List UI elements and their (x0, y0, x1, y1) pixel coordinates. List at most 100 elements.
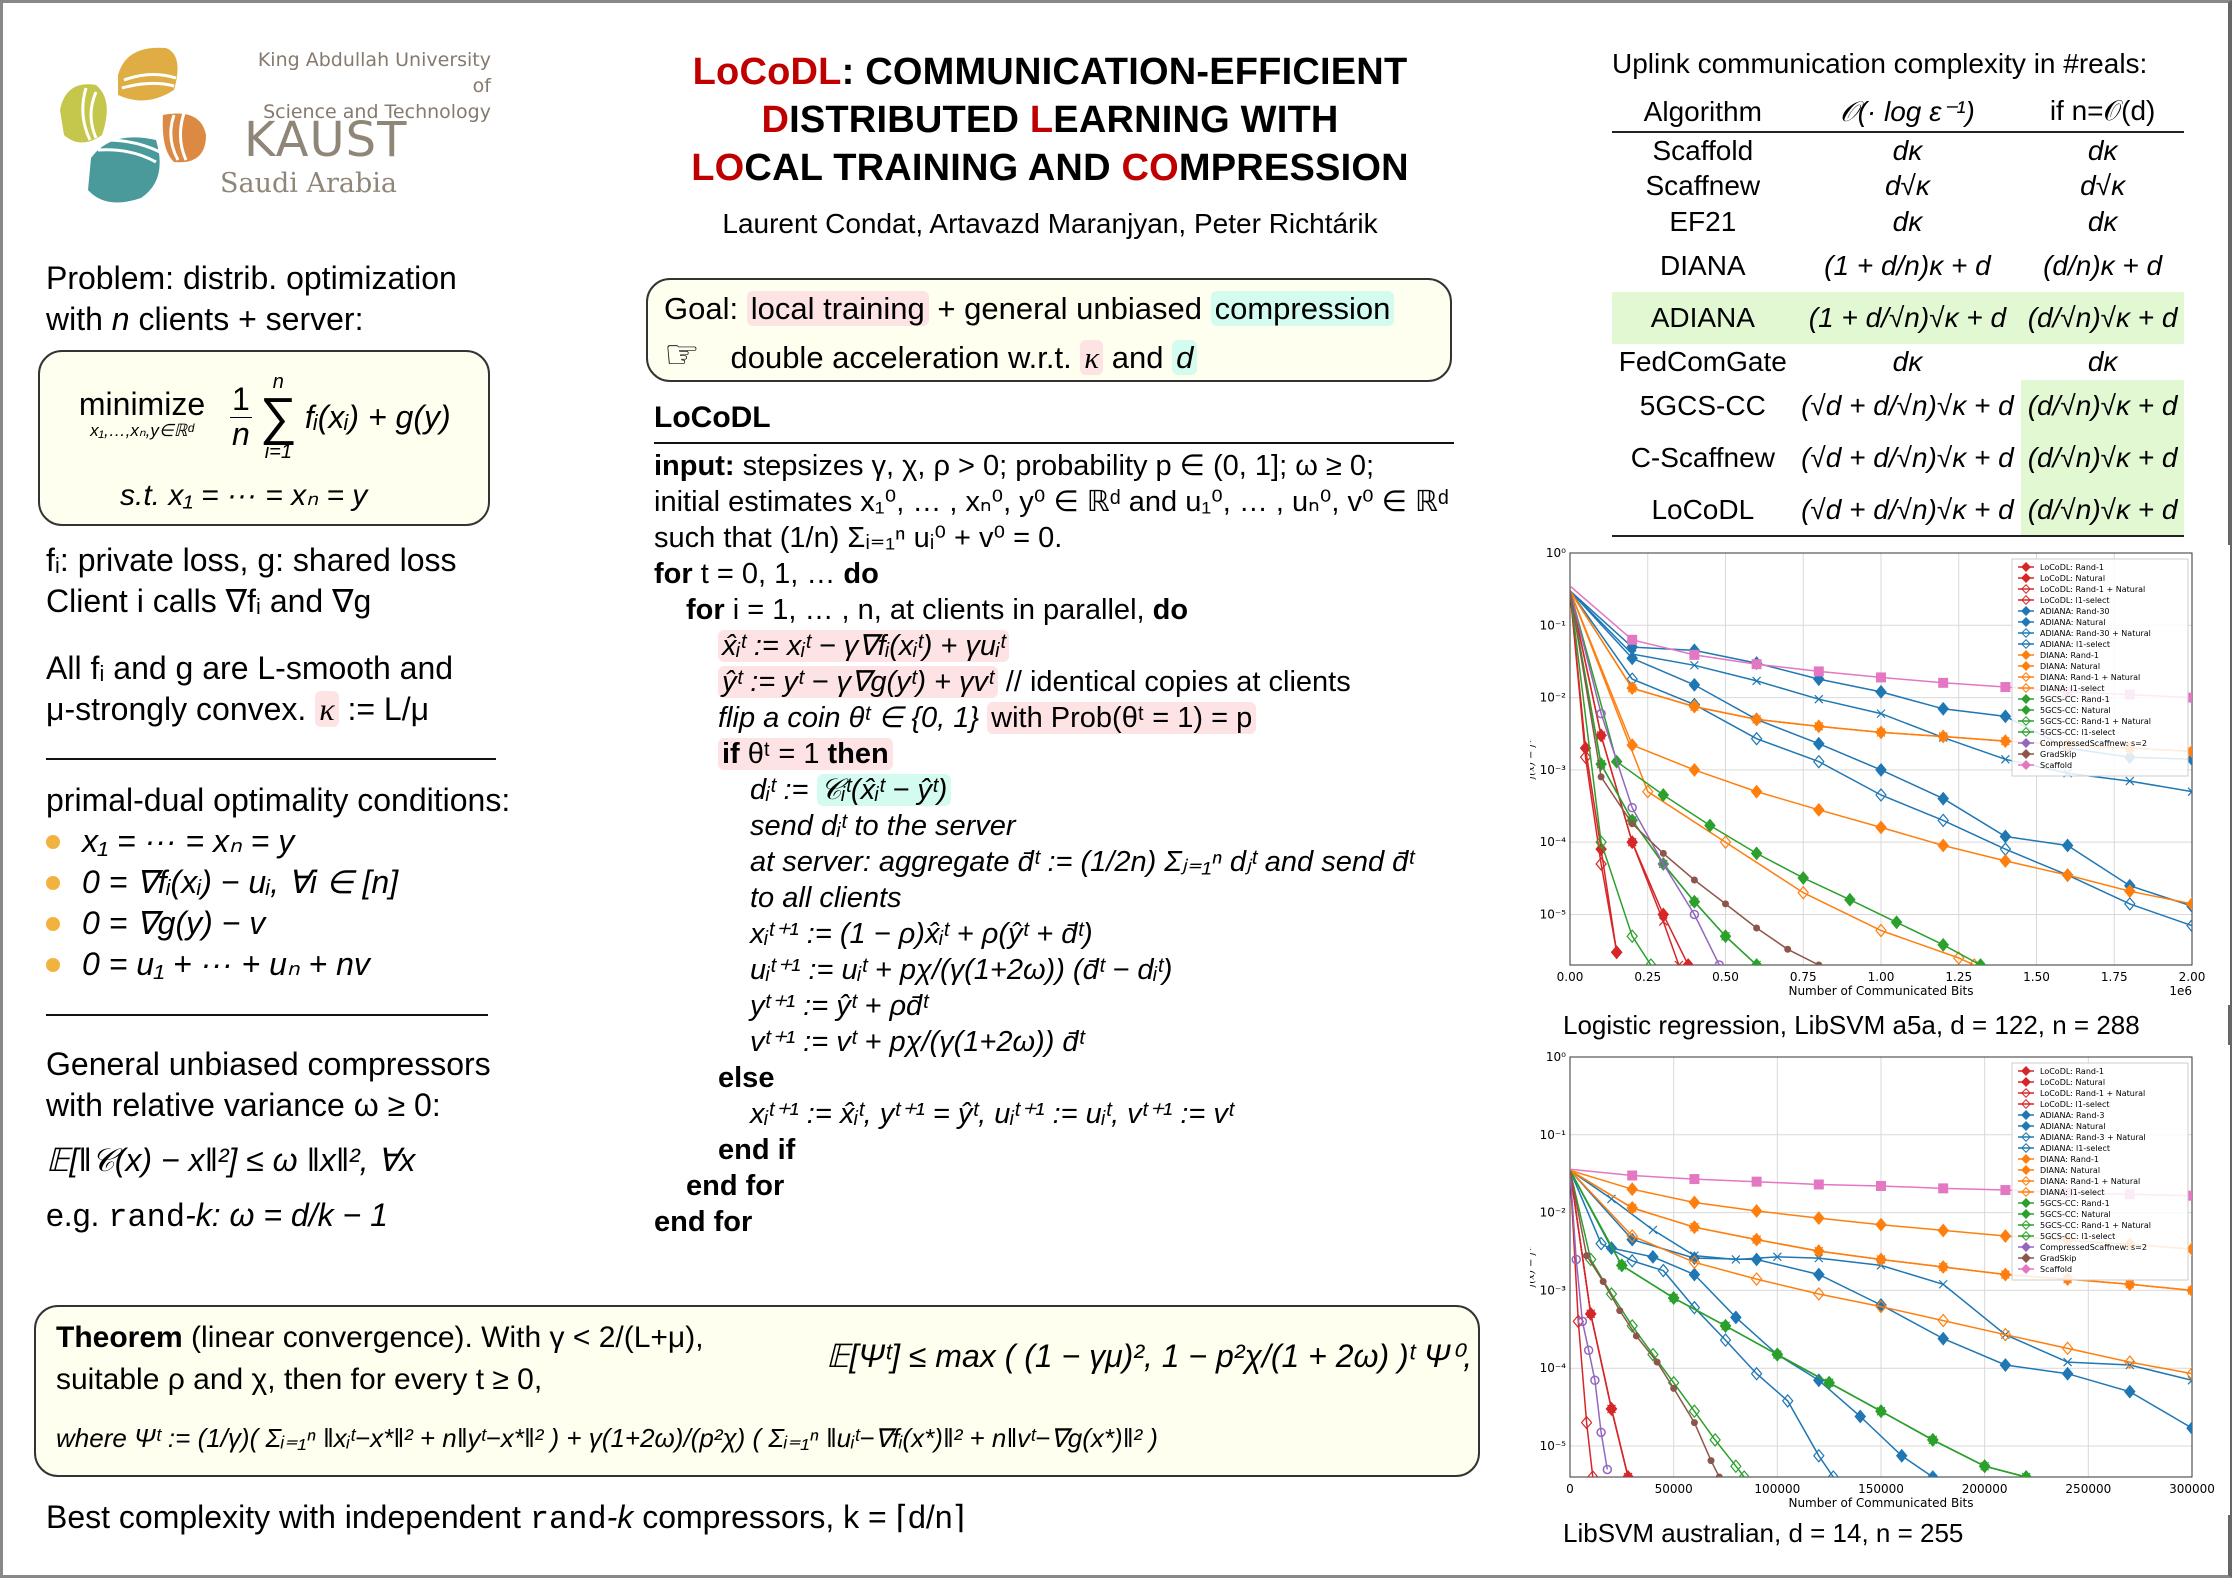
svg-text:10⁻²: 10⁻² (1540, 691, 1567, 705)
svg-text:DIANA: Rand-1: DIANA: Rand-1 (2040, 1155, 2099, 1164)
algorithm-line: to all clients (750, 882, 902, 914)
column-header: 𝒪(· log ε⁻¹) (1793, 92, 2022, 133)
algorithm-name: C-Scaffnew (1630, 442, 1775, 473)
svg-text:1.50: 1.50 (2023, 970, 2050, 984)
poster-title: LoCoDL: COMMUNICATION-EFFICIENT DISTRIBU… (691, 51, 1409, 189)
chart-australian-caption: LibSVM australian, d = 14, n = 255 (1563, 1518, 1964, 1548)
column-header: if n=𝒪(d) (2021, 92, 2184, 133)
svg-text:1.75: 1.75 (2101, 970, 2128, 984)
complexity-table: Algorithm 𝒪(· log ε⁻¹) if n=𝒪(d) Scaffol… (1612, 92, 2184, 537)
convergence-bound: 𝔼[Ψᵗ] ≤ max ( (1 − γμ)², 1 − p²χ/(1 + 2ω… (826, 1338, 1473, 1374)
algorithm-line: input: stepsizes γ, χ, ρ > 0; probabilit… (654, 450, 1375, 482)
svg-text:DIANA: l1-select: DIANA: l1-select (2040, 684, 2105, 693)
condition-item: x₁ = ··· = xₙ = y (46, 821, 516, 862)
complexity-cell: (d/√n)√κ + d (2021, 292, 2184, 344)
algorithm-name: FedComGate (1618, 346, 1787, 377)
svg-text:250000: 250000 (2065, 1482, 2111, 1496)
svg-text:10⁰: 10⁰ (1546, 546, 1566, 560)
algorithm-line: uᵢᵗ⁺¹ := uᵢᵗ + pχ/(γ(1+2ω)) (d̄ᵗ − dᵢᵗ) (750, 954, 1173, 986)
complexity-cell: (1 + d/√n)√κ + d (1793, 292, 2022, 344)
svg-text:0.75: 0.75 (1790, 970, 1817, 984)
svg-text:5GCS-CC: l1-select: 5GCS-CC: l1-select (2040, 1232, 2115, 1241)
svg-text:0.00: 0.00 (1557, 970, 1584, 984)
complexity-cell: (√d + d/√n)√κ + d (1801, 390, 2014, 421)
complexity-cell: d√κ (2080, 170, 2126, 201)
svg-text:LoCoDL: Rand-1: LoCoDL: Rand-1 (2040, 563, 2104, 572)
condition-item: 0 = ∇fᵢ(xᵢ) − uᵢ, ∀i ∈ [n] (46, 862, 516, 903)
svg-text:5GCS-CC: Rand-1 + Natural: 5GCS-CC: Rand-1 + Natural (2040, 717, 2151, 726)
chart-australian: 0 50000 100000 150000 200000 250000 300000 10⁰ 1… (1530, 1045, 2230, 1515)
complexity-cell: dκ (2087, 346, 2118, 377)
complexity-cell: dκ (1892, 134, 1923, 166)
kappa-highlight: κ (315, 691, 339, 727)
algorithm-name: ADIANA (1612, 292, 1794, 344)
svg-text:GradSkip: GradSkip (2040, 750, 2076, 759)
svg-text:ADIANA: Rand-3 + Natural: ADIANA: Rand-3 + Natural (2040, 1133, 2146, 1142)
table-row: FedComGate dκ dκ (1612, 344, 2184, 380)
svg-text:DIANA: Natural: DIANA: Natural (2040, 1166, 2100, 1175)
complexity-cell: (1 + d/n)κ + d (1824, 250, 1991, 281)
svg-text:150000: 150000 (1858, 1482, 1904, 1496)
svg-text:200000: 200000 (1962, 1482, 2008, 1496)
chart-a5a-plot: 0.00 0.25 0.50 0.75 1.00 1.25 1.50 1.75 2.00 10⁰ 1… (1530, 546, 2205, 998)
svg-text:10⁻¹: 10⁻¹ (1540, 618, 1567, 632)
best-complexity: Best complexity with independent rand-k … (46, 1499, 966, 1538)
algorithm-line: end for (686, 1170, 785, 1202)
algorithm-lines: input: stepsizes γ, χ, ρ > 0; probabilit… (654, 448, 1454, 1240)
algorithm-line: end if (718, 1134, 796, 1166)
condition-item: 0 = ∇g(y) − v (46, 903, 516, 944)
svg-text:0: 0 (1566, 1482, 1574, 1496)
algorithm-line: flip a coin θᵗ ∈ {0, 1} with Prob(θᵗ = 1… (654, 700, 1454, 736)
svg-text:ADIANA: l1-select: ADIANA: l1-select (2040, 640, 2110, 649)
svg-text:5GCS-CC: Natural: 5GCS-CC: Natural (2040, 706, 2111, 715)
complexity-cell: (d/√n)√κ + d (2021, 484, 2184, 537)
svg-text:5GCS-CC: l1-select: 5GCS-CC: l1-select (2040, 728, 2115, 737)
svg-text:10⁻⁴: 10⁻⁴ (1540, 835, 1567, 849)
logo-university-name: King Abdullah University of Science and … (257, 49, 491, 123)
complexity-cell: (d/n)κ + d (2043, 250, 2163, 281)
algorithm-name: EF21 (1669, 206, 1737, 237)
table-row: EF21 dκ dκ (1612, 204, 2184, 240)
algorithm-line: xᵢᵗ⁺¹ := (1 − ρ)x̂ᵢᵗ + ρ(ŷᵗ + d̄ᵗ) (750, 918, 1093, 950)
svg-text:0.25: 0.25 (1634, 970, 1661, 984)
algorithm-name: DIANA (1660, 250, 1746, 281)
svg-text:ADIANA: Rand-30: ADIANA: Rand-30 (2040, 607, 2110, 616)
svg-text:LoCoDL: Rand-1: LoCoDL: Rand-1 (2040, 1067, 2104, 1076)
svg-text:LoCoDL: l1-select: LoCoDL: l1-select (2040, 1100, 2110, 1109)
algorithm-line: end for (654, 1206, 753, 1238)
algorithm-title: LoCoDL (654, 400, 1454, 444)
kaust-logo: King Abdullah University of Science and … (56, 40, 491, 220)
column-header: Algorithm (1612, 92, 1794, 133)
svg-text:LoCoDL: Natural: LoCoDL: Natural (2040, 574, 2105, 583)
svg-text:10⁰: 10⁰ (1546, 1050, 1566, 1064)
svg-text:Number of Communicated Bits: Number of Communicated Bits (1788, 1496, 1973, 1510)
svg-text:ADIANA: Rand-30 + Natural: ADIANA: Rand-30 + Natural (2040, 629, 2151, 638)
svg-text:1.00: 1.00 (1868, 970, 1895, 984)
svg-text:300000: 300000 (2169, 1482, 2215, 1496)
complexity-cell: (d/√n)√κ + d (2021, 380, 2184, 432)
algorithm-line: yᵗ⁺¹ := ŷᵗ + ρd̄ᵗ (750, 990, 928, 1022)
algorithm-name: 5GCS-CC (1639, 390, 1766, 421)
complexity-cell: dκ (2087, 134, 2118, 166)
svg-text:5GCS-CC: Rand-1: 5GCS-CC: Rand-1 (2040, 695, 2110, 704)
algorithm-line: ŷᵗ := yᵗ − γ∇g(yᵗ) + γvᵗ // identical co… (654, 664, 1454, 700)
algorithm-line: such that (1/n) Σᵢ₌₁ⁿ uᵢ⁰ + v⁰ = 0. (654, 522, 1063, 554)
algorithm-line: else (718, 1062, 775, 1094)
table-row: Scaffold dκ dκ (1612, 132, 2184, 168)
pointing-hand-icon: ☞ (664, 333, 700, 377)
chart-australian-plot: 0 50000 100000 150000 200000 250000 300000 10⁰ 1… (1530, 1050, 2215, 1510)
algorithm-line: xᵢᵗ⁺¹ := x̂ᵢᵗ, yᵗ⁺¹ = ŷᵗ, uᵢᵗ⁺¹ := uᵢᵗ, … (750, 1098, 1234, 1130)
table-row: C-Scaffnew (√d + d/√n)√κ + d (d/√n)√κ + d (1612, 432, 2184, 484)
lyapunov-definition: where Ψᵗ := (1/γ)( Σᵢ₌₁ⁿ ‖xᵢᵗ−x*‖² + n‖y… (56, 1423, 1158, 1453)
bullet-icon (46, 957, 60, 972)
bullet-icon (46, 916, 60, 931)
goal-box: Goal: local training + general unbiased … (646, 278, 1452, 382)
bullet-icon (46, 834, 60, 849)
complexity-cell: (√d + d/√n)√κ + d (1793, 484, 2022, 537)
svg-text:f(x) − f*: f(x) − f* (1530, 739, 1537, 781)
algorithm-name: Scaffold (1652, 134, 1754, 166)
problem-statement: Problem: distrib. optimization with n cl… (46, 260, 457, 337)
compressor-definition: General unbiased compressors with relati… (46, 1044, 516, 1238)
svg-text:Scaffold: Scaffold (2040, 761, 2072, 770)
